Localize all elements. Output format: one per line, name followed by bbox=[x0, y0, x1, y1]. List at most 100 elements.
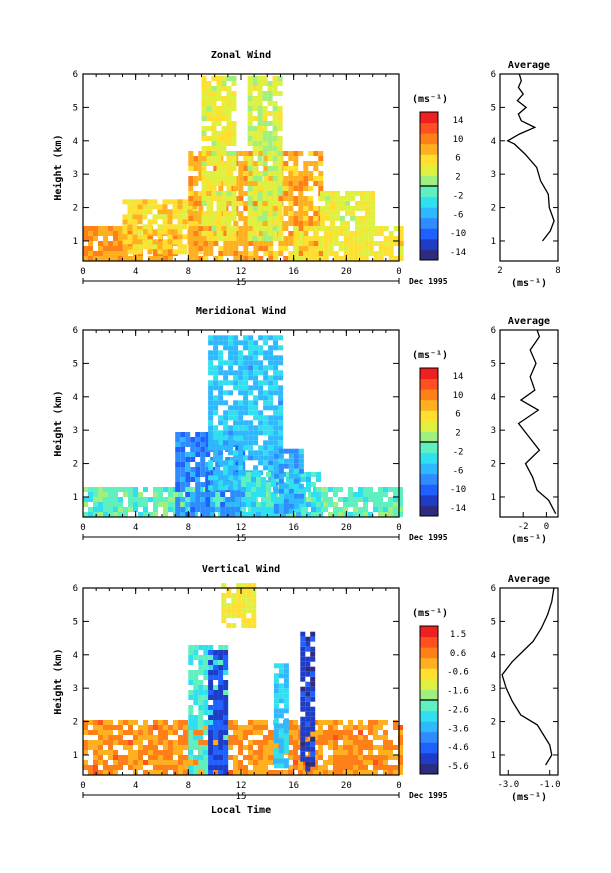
heatmap-cell bbox=[233, 730, 238, 735]
heatmap-cell bbox=[345, 205, 350, 211]
heatmap-cell bbox=[348, 256, 354, 261]
heatmap-cell bbox=[263, 420, 269, 426]
heatmap-cell bbox=[363, 246, 369, 251]
heatmap-cell bbox=[218, 380, 224, 386]
heatmap-cell bbox=[325, 195, 330, 201]
heatmap-cell bbox=[218, 460, 224, 466]
heatmap-cell bbox=[238, 360, 244, 366]
heatmap-cell bbox=[213, 770, 218, 775]
heatmap-cell bbox=[335, 210, 340, 216]
heatmap-cell bbox=[137, 214, 143, 220]
heatmap-cell bbox=[153, 502, 158, 507]
heatmap-cell bbox=[238, 201, 244, 206]
heatmap-cell bbox=[263, 176, 269, 181]
heatmap-cell bbox=[238, 400, 244, 406]
heatmap-cell bbox=[216, 81, 222, 86]
heatmap-cell bbox=[383, 730, 388, 735]
heatmap-cell bbox=[248, 507, 253, 512]
heatmap-cell bbox=[288, 211, 294, 216]
heatmap-cell bbox=[272, 76, 278, 81]
heatmap-cell bbox=[228, 735, 233, 740]
heatmap-cell bbox=[183, 720, 188, 725]
heatmap-cell bbox=[223, 665, 229, 670]
heatmap-cell bbox=[246, 583, 252, 589]
heatmap-cell bbox=[83, 231, 88, 236]
heatmap-cell bbox=[205, 467, 211, 472]
heatmap-cell bbox=[223, 725, 229, 730]
heatmap-cell bbox=[398, 487, 403, 492]
heatmap-cell bbox=[272, 211, 278, 216]
heatmap-cell bbox=[153, 487, 158, 492]
heatmap-cell bbox=[340, 215, 345, 221]
average-profile-line bbox=[501, 587, 555, 766]
heatmap-cell bbox=[262, 186, 268, 191]
heatmap-cell bbox=[188, 735, 194, 740]
heatmap-cell bbox=[272, 136, 278, 141]
heatmap-cell bbox=[238, 390, 244, 396]
heatmap-cell bbox=[353, 735, 358, 740]
heatmap-cell bbox=[188, 201, 194, 206]
heatmap-cell bbox=[258, 725, 263, 730]
heatmap-cell bbox=[103, 241, 108, 246]
heatmap-cell bbox=[133, 720, 138, 725]
heatmap-cell bbox=[177, 249, 183, 255]
heatmap-cell bbox=[328, 246, 334, 251]
heatmap-cell bbox=[137, 234, 143, 240]
heatmap-cell bbox=[296, 507, 301, 512]
heatmap-cell bbox=[348, 231, 354, 236]
heatmap-cell bbox=[201, 131, 207, 136]
heatmap-cell bbox=[133, 487, 138, 492]
heatmap-cell bbox=[190, 492, 196, 497]
heatmap-cell bbox=[323, 251, 329, 256]
heatmap-cell bbox=[178, 765, 183, 770]
heatmap-cell bbox=[257, 206, 263, 211]
heatmap-cell bbox=[278, 410, 284, 416]
colorbar-tick-label: -3.6 bbox=[447, 724, 469, 734]
heatmap-cell bbox=[143, 760, 148, 765]
heatmap-cell bbox=[203, 690, 209, 695]
heatmap-cell bbox=[93, 226, 98, 231]
heatmap-cell bbox=[248, 345, 254, 351]
heatmap-cell bbox=[142, 234, 148, 240]
heatmap-cell bbox=[153, 497, 158, 502]
heatmap-cell bbox=[93, 497, 98, 502]
heatmap-cell bbox=[273, 498, 279, 504]
heatmap-cell bbox=[358, 765, 363, 770]
heatmap-cell bbox=[306, 477, 311, 482]
heatmap-cell bbox=[318, 750, 323, 755]
heatmap-cell bbox=[293, 251, 299, 256]
average-title: Average bbox=[508, 60, 550, 71]
panel-title: Zonal Wind bbox=[211, 49, 271, 61]
heatmap-cell bbox=[248, 226, 254, 231]
heatmap-cell bbox=[206, 116, 212, 121]
heatmap-cell bbox=[246, 477, 251, 482]
y-axis-label: Height (km) bbox=[52, 648, 64, 714]
heatmap-cell bbox=[200, 497, 206, 502]
heatmap-cell bbox=[190, 477, 196, 482]
heatmap-cell bbox=[241, 512, 246, 517]
heatmap-cell bbox=[306, 472, 311, 477]
heatmap-cell bbox=[231, 226, 237, 231]
heatmap-cell bbox=[193, 720, 199, 725]
heatmap-cell bbox=[283, 678, 289, 684]
heatmap-cell bbox=[373, 492, 378, 497]
heatmap-cell bbox=[113, 770, 118, 775]
heatmap-cell bbox=[247, 191, 253, 196]
colorbar-units: (ms⁻¹) bbox=[412, 94, 448, 105]
colorbar-segment bbox=[420, 668, 438, 680]
heatmap-cell bbox=[288, 740, 293, 745]
heatmap-cell bbox=[88, 730, 93, 735]
heatmap-cell bbox=[253, 755, 258, 760]
heatmap-cell bbox=[208, 355, 214, 361]
heatmap-cell bbox=[158, 755, 163, 760]
heatmap-cell bbox=[163, 740, 168, 745]
heatmap-cell bbox=[272, 166, 278, 171]
heatmap-cell bbox=[283, 246, 289, 251]
heatmap-cell bbox=[370, 220, 375, 226]
heatmap-cell bbox=[137, 199, 143, 205]
heatmap-cell bbox=[180, 472, 186, 477]
heatmap-cell bbox=[128, 755, 133, 760]
heatmap-cell bbox=[183, 735, 188, 740]
heatmap-cell bbox=[113, 492, 118, 497]
